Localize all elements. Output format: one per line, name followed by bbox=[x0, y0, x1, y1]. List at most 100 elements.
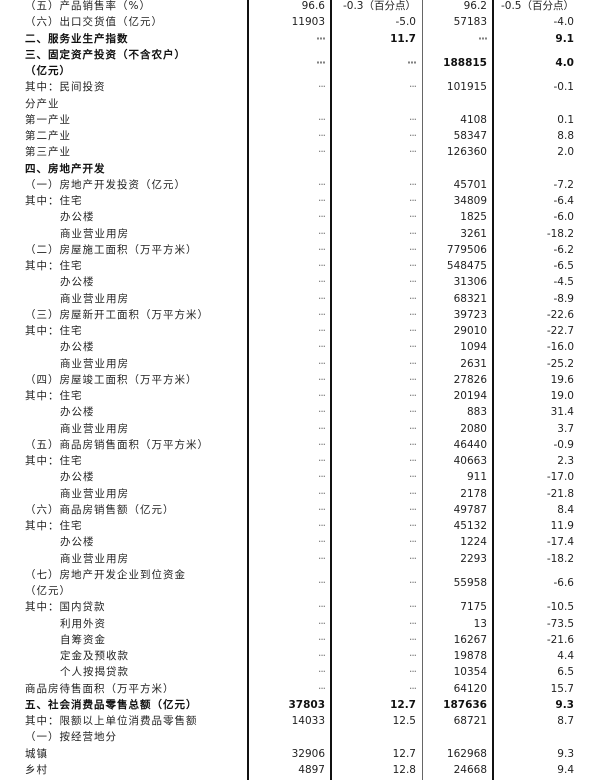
cell-c3: 2631 bbox=[460, 357, 487, 370]
row-label: 第二产业 bbox=[25, 128, 71, 144]
row-label-line: 四、房地产开发 bbox=[25, 162, 106, 175]
cell-c4: -0.9 bbox=[553, 438, 575, 451]
table-row: 其中：民间投资 ··· ··· 101915 -0.1 bbox=[0, 79, 600, 95]
cell-c4: 2.3 bbox=[557, 455, 574, 467]
cell-c2: ··· bbox=[408, 243, 417, 256]
row-label-line: （六）商品房销售额（亿元） bbox=[25, 503, 175, 516]
cell-c1: ··· bbox=[317, 195, 326, 207]
table-row: （一）按经营地分 bbox=[0, 729, 600, 745]
cell-c3: 31306 bbox=[453, 276, 487, 289]
table-row: 个人按揭贷款 ··· ··· 10354 6.5 bbox=[0, 664, 600, 680]
row-label: 办公楼 bbox=[60, 274, 95, 290]
row-label: 其中：住宅 bbox=[25, 258, 83, 274]
cell-c4: 6.5 bbox=[557, 666, 574, 679]
cell-c3: 101915 bbox=[446, 81, 487, 94]
table-row: 乡村 4897 12.8 24668 9.4 bbox=[0, 762, 600, 778]
cell-c3: 49787 bbox=[453, 503, 487, 516]
cell-c2: ··· bbox=[408, 552, 417, 565]
row-label: 利用外资 bbox=[60, 616, 106, 632]
row-label: 定金及预收款 bbox=[60, 648, 129, 664]
cell-c2: 12.5 bbox=[392, 715, 416, 727]
cell-c2: 12.8 bbox=[392, 763, 416, 776]
column-divider bbox=[330, 0, 332, 780]
row-label: 第三产业 bbox=[25, 144, 71, 160]
cell-c2: ··· bbox=[408, 471, 417, 484]
cell-c3: 24668 bbox=[453, 763, 487, 776]
row-label-line: 商业营业用房 bbox=[60, 422, 129, 435]
table-row: 城镇 32906 12.7 162968 9.3 bbox=[0, 746, 600, 762]
row-label-line: 其中：限额以上单位消费品零售额 bbox=[25, 715, 198, 727]
cell-c3: 1224 bbox=[460, 536, 487, 549]
cell-c1: ··· bbox=[317, 682, 326, 695]
row-label: 其中：国内贷款 bbox=[25, 599, 106, 615]
cell-c3: 883 bbox=[466, 406, 487, 419]
table-row: 办公楼 ··· ··· 1094 -16.0 bbox=[0, 339, 600, 355]
table-row: 商品房待售面积（万平方米） ··· ··· 64120 15.7 bbox=[0, 681, 600, 697]
row-label: 城镇 bbox=[25, 746, 48, 762]
row-label-line: 办公楼 bbox=[60, 211, 95, 224]
cell-c3: 34809 bbox=[453, 195, 487, 207]
row-label-line: （一）按经营地分 bbox=[25, 731, 117, 744]
cell-c4: -4.5 bbox=[553, 276, 575, 289]
cell-c3: 46440 bbox=[453, 438, 487, 451]
cell-c2: ··· bbox=[408, 536, 417, 549]
row-label: 商品房待售面积（万平方米） bbox=[25, 681, 175, 697]
cell-c1: ··· bbox=[316, 56, 326, 69]
cell-c2: ··· bbox=[408, 341, 417, 354]
cell-c2: ··· bbox=[408, 390, 417, 402]
cell-c3: 911 bbox=[466, 471, 487, 484]
row-label: 商业营业用房 bbox=[60, 226, 129, 242]
row-label: （六）出口交货值（亿元） bbox=[25, 14, 163, 30]
cell-c2: ··· bbox=[408, 292, 417, 305]
cell-c4: -6.4 bbox=[553, 195, 575, 207]
table-row: （四）房屋竣工面积（万平方米） ··· ··· 27826 19.6 bbox=[0, 372, 600, 388]
cell-c2: ··· bbox=[408, 406, 417, 419]
table-row: 商业营业用房 ··· ··· 2631 -25.2 bbox=[0, 356, 600, 372]
row-label: 商业营业用房 bbox=[60, 356, 129, 372]
cell-c3: 16267 bbox=[453, 633, 487, 646]
cell-c4: 8.8 bbox=[557, 130, 574, 142]
cell-c2: ··· bbox=[408, 260, 417, 272]
row-label-line: 其中：住宅 bbox=[25, 195, 83, 207]
row-label-line: 其中：住宅 bbox=[25, 325, 83, 337]
table-row: 其中：限额以上单位消费品零售额 14033 12.5 68721 8.7 bbox=[0, 713, 600, 729]
row-label-line: 办公楼 bbox=[60, 536, 95, 549]
cell-c2: ··· bbox=[408, 487, 417, 500]
row-label-line: 办公楼 bbox=[60, 341, 95, 354]
cell-c2: ··· bbox=[408, 601, 417, 614]
cell-c4: -17.0 bbox=[546, 471, 574, 484]
cell-c2: ··· bbox=[408, 633, 417, 646]
cell-c1: ··· bbox=[317, 520, 326, 532]
table-row: 四、房地产开发 bbox=[0, 161, 600, 177]
row-label-line: （五）商品房销售面积（万平方米） bbox=[25, 438, 209, 451]
cell-c1: ··· bbox=[317, 178, 326, 191]
row-label-line: 五、社会消费品零售总额（亿元） bbox=[25, 698, 198, 711]
row-label-line: 利用外资 bbox=[60, 617, 106, 630]
cell-c2: ··· bbox=[408, 650, 417, 662]
row-label: 办公楼 bbox=[60, 469, 95, 485]
cell-c2: ··· bbox=[408, 682, 417, 695]
row-label: 三、固定资产投资（不含农户） （亿元） bbox=[25, 47, 186, 80]
cell-c1: ··· bbox=[317, 455, 326, 467]
row-label: （三）房屋新开工面积（万平方米） bbox=[25, 307, 209, 323]
table-row: 其中：住宅 ··· ··· 40663 2.3 bbox=[0, 453, 600, 469]
cell-c4: 19.6 bbox=[550, 373, 574, 386]
table-row: 二、服务业生产指数 ··· 11.7 ··· 9.1 bbox=[0, 31, 600, 47]
cell-c2: 12.7 bbox=[392, 747, 416, 760]
cell-c2: 12.7 bbox=[390, 698, 416, 711]
cell-c4: -21.8 bbox=[546, 487, 574, 500]
cell-c1: ··· bbox=[317, 471, 326, 484]
cell-c2: ··· bbox=[408, 211, 417, 224]
cell-c4: 31.4 bbox=[550, 406, 574, 419]
row-label: （六）商品房销售额（亿元） bbox=[25, 502, 175, 518]
cell-c1: 96.6 bbox=[301, 0, 325, 12]
cell-c1: 32906 bbox=[291, 747, 325, 760]
cell-c4: -22.7 bbox=[546, 325, 574, 337]
table-row: （七）房地产开发企业到位资金 （亿元） ··· ··· 55958 -6.6 bbox=[0, 567, 600, 600]
row-label: 商业营业用房 bbox=[60, 551, 129, 567]
cell-c1: ··· bbox=[317, 650, 326, 662]
cell-c3: 187636 bbox=[443, 698, 487, 711]
row-label-line: 商业营业用房 bbox=[60, 357, 129, 370]
cell-c1: ··· bbox=[317, 503, 326, 516]
cell-c1: ··· bbox=[317, 243, 326, 256]
